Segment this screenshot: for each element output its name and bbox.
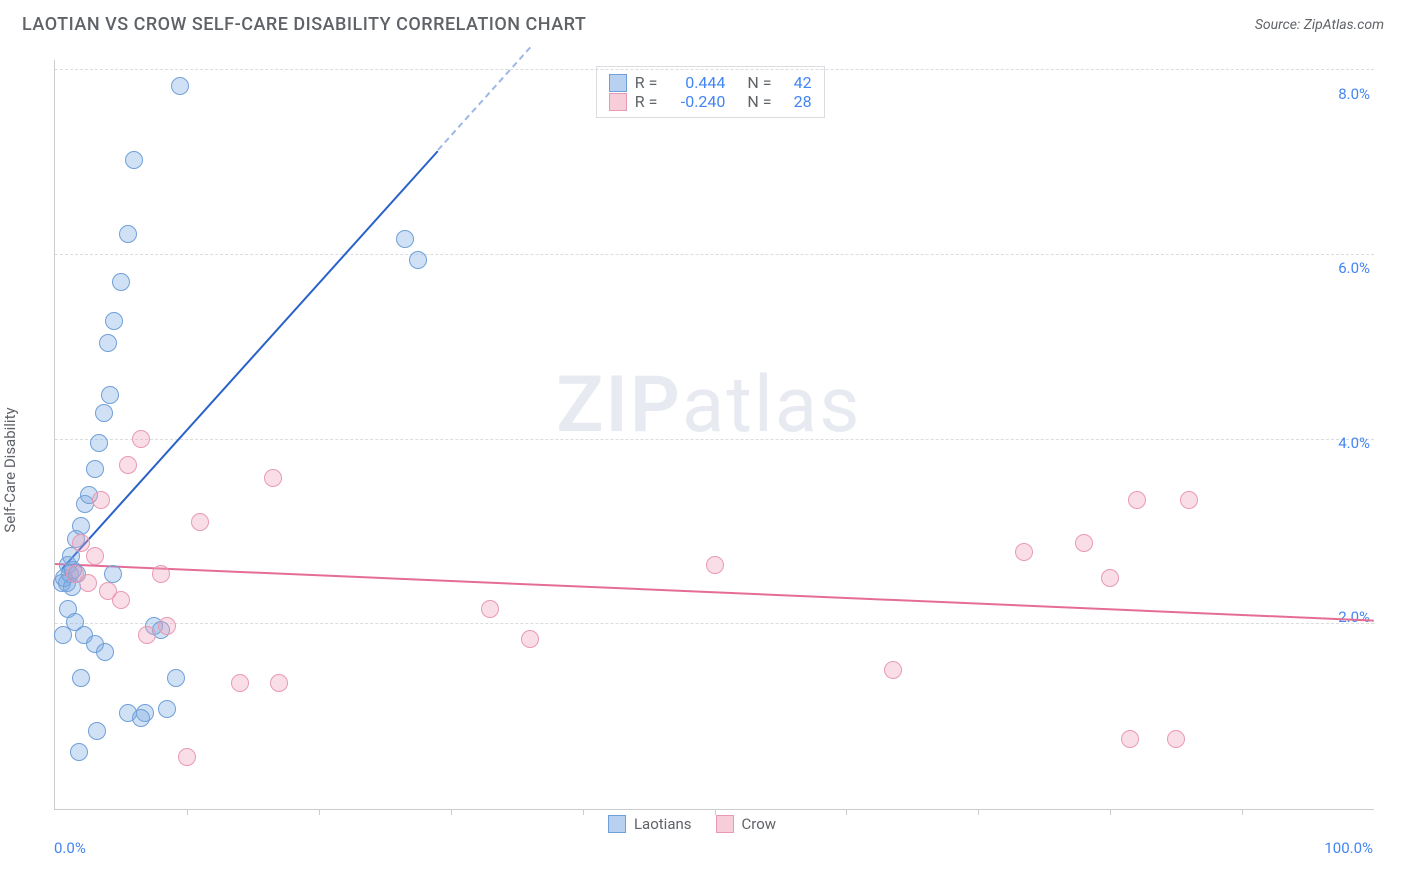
data-point — [125, 151, 143, 169]
data-point — [105, 312, 123, 330]
gridline — [55, 439, 1374, 440]
r-value: 0.444 — [669, 73, 725, 92]
data-point — [104, 565, 122, 583]
x-tick-label: 0.0% — [54, 839, 86, 857]
data-point — [88, 722, 106, 740]
data-point — [884, 661, 902, 679]
legend-swatch — [716, 815, 734, 833]
data-point — [132, 430, 150, 448]
watermark-zip: ZIP — [556, 360, 682, 451]
data-point — [521, 630, 539, 648]
data-point — [1128, 491, 1146, 509]
n-label: N = — [747, 92, 771, 111]
data-point — [119, 225, 137, 243]
data-point — [706, 556, 724, 574]
data-point — [158, 700, 176, 718]
y-tick-label: 6.0% — [1338, 259, 1370, 277]
data-point — [70, 743, 88, 761]
data-point — [1167, 730, 1185, 748]
n-value: 28 — [784, 92, 812, 111]
legend-swatch — [609, 93, 627, 111]
r-value: -0.240 — [669, 92, 725, 111]
data-point — [112, 591, 130, 609]
x-legend-label: Laotians — [634, 815, 692, 833]
data-point — [86, 460, 104, 478]
data-point — [72, 669, 90, 687]
legend-row: R = -0.240 N = 28 — [609, 92, 812, 111]
x-legend-item: Laotians — [608, 815, 692, 833]
data-point — [152, 565, 170, 583]
watermark: ZIPatlas — [556, 360, 861, 451]
source-credit: Source: ZipAtlas.com — [1255, 17, 1384, 33]
trend-line — [61, 150, 438, 569]
data-point — [396, 230, 414, 248]
trend-line-dashed — [437, 47, 531, 151]
plot-area: ZIPatlas R = 0.444 N = 42 R = -0.240 N = 28 2.0… — [54, 60, 1374, 810]
data-point — [86, 547, 104, 565]
x-tick — [187, 809, 188, 815]
data-point — [178, 748, 196, 766]
chart-title: LAOTIAN VS CROW SELF-CARE DISABILITY COR… — [22, 14, 586, 35]
data-point — [409, 251, 427, 269]
y-axis-label: Self-Care Disability — [1, 407, 19, 532]
data-point — [132, 709, 150, 727]
gridline — [55, 623, 1374, 624]
data-point — [264, 469, 282, 487]
data-point — [167, 669, 185, 687]
data-point — [270, 674, 288, 692]
data-point — [101, 386, 119, 404]
data-point — [119, 456, 137, 474]
x-tick — [1110, 809, 1111, 815]
data-point — [79, 574, 97, 592]
x-legend-label: Crow — [742, 815, 777, 833]
legend-row: R = 0.444 N = 42 — [609, 73, 812, 92]
x-tick — [451, 809, 452, 815]
data-point — [54, 626, 72, 644]
y-tick-label: 4.0% — [1338, 434, 1370, 452]
r-label: R = — [635, 92, 658, 111]
header: LAOTIAN VS CROW SELF-CARE DISABILITY COR… — [22, 14, 1384, 35]
x-tick — [583, 809, 584, 815]
data-point — [92, 491, 110, 509]
gridline — [55, 254, 1374, 255]
data-point — [1101, 569, 1119, 587]
data-point — [1180, 491, 1198, 509]
x-tick — [1242, 809, 1243, 815]
stats-legend: R = 0.444 N = 42 R = -0.240 N = 28 — [596, 66, 825, 118]
x-tick — [846, 809, 847, 815]
data-point — [191, 513, 209, 531]
x-legend-item: Crow — [716, 815, 777, 833]
r-label: R = — [635, 73, 658, 92]
data-point — [1015, 543, 1033, 561]
chart-container: Self-Care Disability ZIPatlas R =0.444N … — [22, 50, 1384, 872]
data-point — [1121, 730, 1139, 748]
y-tick-label: 8.0% — [1338, 85, 1370, 103]
n-value: 42 — [784, 73, 812, 92]
data-point — [1075, 534, 1093, 552]
legend-swatch — [609, 74, 627, 92]
data-point — [96, 643, 114, 661]
data-point — [481, 600, 499, 618]
data-point — [99, 334, 117, 352]
x-tick-label: 100.0% — [1324, 839, 1373, 857]
gridline — [55, 69, 1374, 70]
legend-swatch — [608, 815, 626, 833]
data-point — [112, 273, 130, 291]
data-point — [138, 626, 156, 644]
n-label: N = — [747, 73, 771, 92]
data-point — [231, 674, 249, 692]
y-tick-label: 2.0% — [1338, 608, 1370, 626]
watermark-atlas: atlas — [682, 360, 862, 451]
data-point — [72, 517, 90, 535]
data-point — [171, 77, 189, 95]
x-tick — [319, 809, 320, 815]
data-point — [90, 434, 108, 452]
data-point — [95, 404, 113, 422]
x-tick — [978, 809, 979, 815]
x-axis-legend: Laotians Crow — [608, 815, 776, 833]
data-point — [158, 617, 176, 635]
